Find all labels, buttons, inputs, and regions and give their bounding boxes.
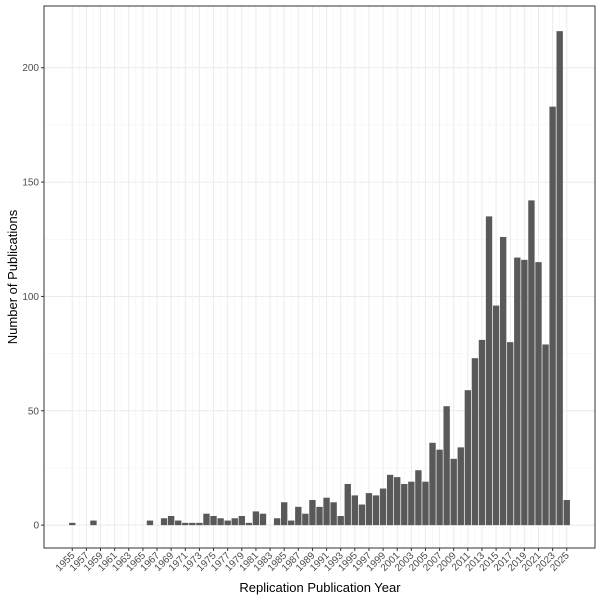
bar (203, 513, 210, 526)
bar (316, 506, 323, 526)
bar (224, 520, 231, 526)
bar (167, 515, 175, 526)
bar (252, 511, 260, 526)
bar (394, 477, 401, 526)
y-tick-label: 50 (28, 406, 40, 417)
bar (372, 495, 380, 526)
bar (281, 502, 288, 526)
bar (415, 470, 422, 526)
bar (323, 497, 330, 526)
bar (422, 481, 429, 526)
bar (386, 474, 394, 526)
bar (464, 390, 472, 526)
bar (514, 257, 521, 526)
bar (196, 522, 203, 526)
bar (401, 483, 408, 526)
bar (365, 493, 373, 526)
y-tick-label: 150 (22, 178, 39, 189)
y-axis-title: Number of Publications (5, 209, 20, 344)
bar (288, 520, 295, 526)
bar (542, 344, 549, 526)
bar (330, 502, 337, 526)
bar (302, 513, 309, 526)
bar (337, 515, 344, 526)
bar (556, 31, 563, 526)
bar (238, 515, 245, 526)
bar (146, 520, 154, 526)
bar (182, 522, 189, 526)
bar (499, 236, 507, 526)
bar (259, 513, 267, 526)
bar (160, 518, 168, 526)
bar (563, 499, 570, 526)
bar (309, 499, 316, 526)
bar (478, 339, 486, 526)
bar (217, 518, 224, 526)
bar (189, 522, 196, 526)
bar (535, 262, 542, 526)
bar (457, 447, 464, 526)
bar (485, 216, 493, 526)
bar (507, 342, 514, 526)
bar (379, 488, 387, 526)
bar (351, 495, 358, 526)
bar (443, 406, 450, 526)
bar (295, 506, 302, 526)
bar (245, 522, 253, 526)
bar (492, 305, 500, 526)
bar (521, 259, 528, 526)
y-tick-label: 200 (22, 63, 39, 74)
x-axis-title: Replication Publication Year (239, 580, 401, 595)
bar (69, 522, 76, 526)
bar (528, 200, 535, 526)
bar (450, 458, 457, 526)
bar (358, 504, 366, 526)
y-tick-label: 0 (33, 521, 39, 532)
bar (210, 515, 217, 526)
bar (231, 518, 238, 526)
bar (408, 481, 415, 526)
bar (90, 520, 97, 526)
bar (549, 106, 556, 526)
y-tick-label: 100 (22, 292, 39, 303)
bar (344, 483, 351, 526)
bar (273, 518, 281, 526)
bar (429, 442, 436, 526)
bar (175, 520, 182, 526)
bar (471, 358, 479, 526)
panel-border (43, 5, 596, 549)
bar (436, 449, 443, 526)
